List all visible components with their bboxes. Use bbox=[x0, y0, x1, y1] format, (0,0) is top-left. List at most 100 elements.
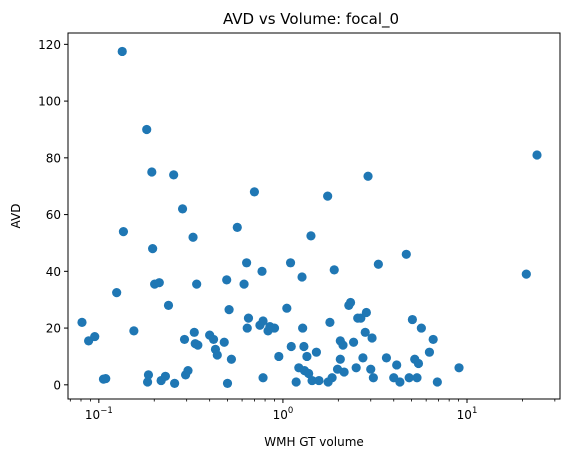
data-point bbox=[179, 334, 190, 345]
data-point bbox=[224, 305, 234, 315]
data-point bbox=[297, 272, 307, 282]
data-point bbox=[129, 326, 139, 336]
data-point bbox=[285, 258, 296, 268]
data-point bbox=[299, 341, 309, 352]
data-point bbox=[395, 377, 405, 387]
data-point bbox=[226, 354, 237, 364]
data-point bbox=[154, 278, 164, 288]
data-point bbox=[298, 323, 308, 333]
data-point bbox=[163, 300, 174, 310]
data-point bbox=[101, 373, 111, 384]
y-axis-label: AVD bbox=[9, 204, 23, 229]
data-point bbox=[314, 375, 324, 386]
data-point bbox=[143, 370, 154, 380]
data-point bbox=[360, 327, 370, 337]
x-tick-label: 10−1 bbox=[85, 406, 113, 422]
data-point bbox=[291, 377, 301, 387]
data-point bbox=[363, 171, 373, 181]
data-point bbox=[249, 187, 260, 197]
data-point bbox=[338, 340, 348, 350]
data-point bbox=[142, 124, 152, 135]
data-point bbox=[243, 313, 254, 323]
data-point bbox=[428, 334, 438, 345]
data-point bbox=[148, 244, 158, 254]
data-point bbox=[361, 307, 371, 318]
chart-title: AVD vs Volume: focal_0 bbox=[223, 10, 399, 29]
data-point bbox=[424, 347, 435, 357]
data-point bbox=[242, 323, 252, 333]
y-tick-label: 100 bbox=[38, 95, 61, 109]
data-point bbox=[112, 288, 122, 298]
data-point bbox=[258, 316, 268, 326]
data-point bbox=[306, 231, 316, 241]
data-point bbox=[307, 375, 317, 386]
data-point bbox=[286, 341, 296, 352]
plot-frame bbox=[67, 32, 561, 400]
data-point bbox=[257, 266, 267, 276]
data-point bbox=[348, 337, 359, 347]
data-point bbox=[170, 378, 180, 388]
data-point bbox=[327, 373, 337, 383]
data-point bbox=[373, 259, 383, 269]
x-tick-label: 100 bbox=[273, 406, 294, 422]
data-point bbox=[432, 377, 442, 387]
data-point bbox=[232, 222, 242, 232]
y-tick-label: 40 bbox=[46, 265, 61, 279]
data-point bbox=[413, 358, 424, 369]
data-point bbox=[193, 340, 203, 350]
data-point bbox=[358, 353, 368, 363]
y-tick-label: 120 bbox=[38, 38, 61, 52]
data-point bbox=[335, 354, 345, 364]
data-point bbox=[222, 378, 233, 388]
data-point bbox=[219, 337, 229, 347]
data-point bbox=[367, 333, 377, 343]
data-point bbox=[177, 204, 188, 214]
data-point bbox=[118, 227, 129, 237]
data-point bbox=[269, 323, 280, 333]
data-point bbox=[302, 351, 312, 362]
data-point bbox=[208, 334, 219, 345]
y-tick-label: 20 bbox=[46, 322, 61, 336]
data-point bbox=[77, 317, 87, 327]
data-point bbox=[239, 279, 249, 289]
data-point bbox=[329, 265, 339, 275]
data-point bbox=[117, 46, 127, 57]
data-point bbox=[222, 275, 232, 285]
data-point bbox=[323, 191, 333, 201]
data-point bbox=[381, 353, 392, 363]
data-point bbox=[351, 363, 361, 373]
data-point bbox=[368, 373, 378, 383]
data-point bbox=[147, 167, 157, 177]
data-point bbox=[192, 279, 202, 289]
data-point bbox=[212, 350, 222, 360]
data-point bbox=[345, 297, 356, 308]
y-tick-label: 80 bbox=[46, 151, 61, 165]
data-point bbox=[183, 366, 193, 376]
data-point bbox=[242, 258, 252, 268]
data-point bbox=[401, 249, 411, 259]
data-point bbox=[356, 313, 366, 323]
data-point bbox=[532, 150, 542, 160]
y-tick-label: 60 bbox=[46, 208, 61, 222]
data-point bbox=[258, 373, 268, 383]
data-point bbox=[325, 317, 335, 327]
data-point bbox=[142, 377, 153, 387]
data-point bbox=[521, 269, 531, 279]
data-point bbox=[404, 373, 414, 383]
data-point bbox=[416, 323, 426, 333]
data-point bbox=[160, 371, 171, 381]
data-point bbox=[282, 303, 292, 313]
data-point bbox=[188, 232, 198, 242]
axis-ticks: 0 20 40 60 80 100 120 10−1 100 101 bbox=[38, 38, 556, 422]
data-point bbox=[339, 367, 349, 377]
data-points bbox=[77, 46, 542, 388]
data-point bbox=[189, 327, 199, 337]
data-point bbox=[304, 368, 314, 379]
data-point bbox=[169, 170, 179, 180]
data-point bbox=[412, 373, 422, 383]
y-tick-label: 0 bbox=[53, 378, 61, 392]
data-point bbox=[392, 360, 402, 370]
data-point bbox=[311, 347, 321, 357]
